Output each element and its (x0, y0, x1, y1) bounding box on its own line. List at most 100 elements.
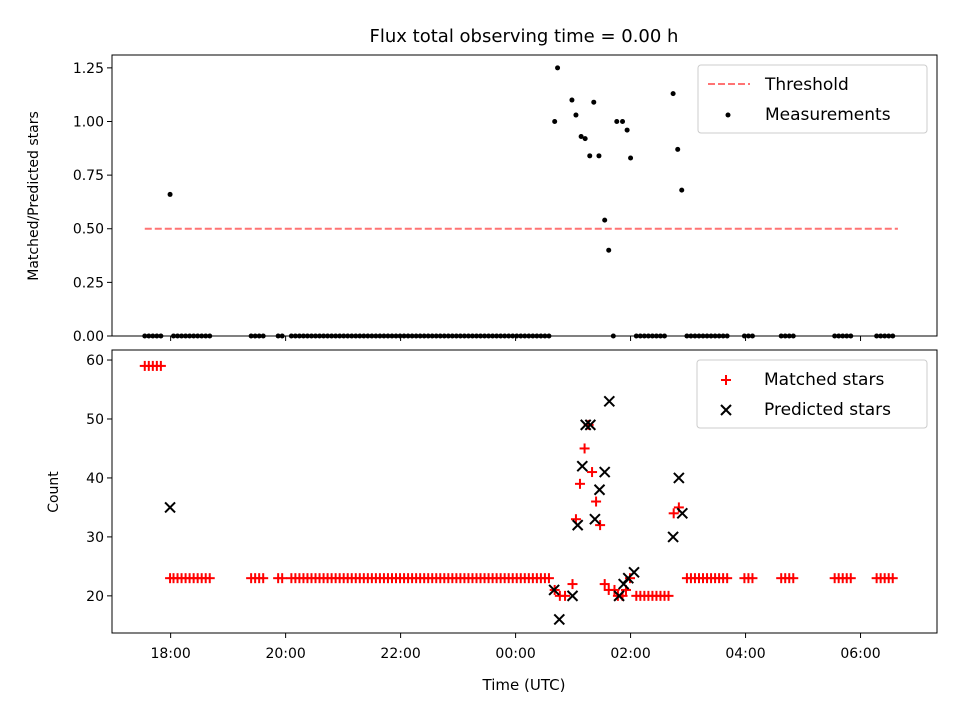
predicted-star-point (613, 590, 625, 602)
bottom-panel: Count Time (UTC) 20 30 40 50 60 18:00 20:00 22… (46, 349, 938, 694)
bottom-y-tick-label: 50 (86, 412, 104, 428)
bottom-axes-frame (111, 349, 938, 634)
measurement-point (675, 146, 681, 152)
top-y-tick-label: 0.75 (73, 168, 104, 184)
bottom-x-tick-label: 06:00 (840, 646, 880, 662)
chart-title: Flux total observing time = 0.00 h (370, 26, 679, 47)
predicted-star-point (593, 484, 606, 496)
predicted-star-point (576, 460, 588, 472)
predicted-star-point (628, 566, 640, 578)
bottom-marks (139, 360, 898, 626)
top-y-tick-label: 0.25 (73, 275, 104, 291)
measurement-point (624, 127, 630, 133)
top-y-ticks: 0.00 0.25 0.50 0.75 1.00 1.25 (73, 61, 112, 345)
predicted-star-point (164, 501, 176, 514)
measurement-point (606, 247, 612, 253)
predicted-star-point (589, 513, 601, 525)
measurement-point (670, 91, 676, 97)
matched-star-point (624, 573, 635, 584)
measurement-point (582, 136, 588, 142)
top-legend: Threshold Measurements (697, 64, 928, 134)
bottom-y-tick-label: 20 (86, 589, 104, 605)
measurement-point (602, 217, 608, 223)
bottom-x-tick-label: 20:00 (265, 646, 305, 662)
predicted-star-point (553, 613, 565, 626)
measurement-point (628, 155, 634, 161)
matched-star-point (567, 579, 578, 590)
matched-star-point (599, 579, 610, 590)
bottom-y-tick-label: 40 (86, 471, 104, 487)
measurement-point (587, 153, 593, 159)
legend-predicted-swatch (720, 404, 732, 416)
top-y-tick-label: 0.50 (73, 222, 104, 238)
matched-star-point (258, 573, 269, 584)
bottom-y-tick-label: 60 (86, 353, 104, 369)
bottom-legend: Matched stars Predicted stars (696, 359, 928, 429)
top-panel: Flux total observing time = 0.00 h Match… (26, 26, 938, 345)
measurement-point (578, 134, 584, 140)
matched-star-point (845, 573, 856, 584)
matched-star-point (663, 590, 674, 601)
matched-star-point (543, 573, 554, 584)
predicted-star-point (584, 419, 597, 431)
measurement-point (591, 99, 597, 105)
predicted-star-point (603, 395, 616, 408)
bottom-y-axis-label: Count (46, 471, 62, 513)
bottom-x-ticks: 18:00 20:00 22:00 00:00 02:00 04:00 06:00 (150, 633, 881, 662)
legend-threshold-label: Threshold (764, 75, 849, 95)
matched-star-point (579, 443, 590, 454)
legend-matched-label: Matched stars (764, 370, 884, 390)
top-axes-frame (111, 54, 938, 337)
predicted-star-point (598, 466, 611, 478)
matched-star-point (609, 584, 620, 595)
legend-predicted-label: Predicted stars (764, 400, 891, 420)
bottom-x-tick-label: 04:00 (725, 646, 765, 662)
predicted-star-point (571, 519, 584, 531)
predicted-star-point (580, 419, 592, 431)
matched-star-point (668, 508, 679, 519)
measurement-point (167, 191, 173, 197)
top-y-tick-label: 0.00 (73, 329, 104, 345)
measurement-point (596, 153, 602, 159)
measurement-point (552, 118, 558, 124)
predicted-star-point (667, 531, 679, 543)
top-y-tick-label: 1.00 (73, 114, 104, 130)
top-legend-box (697, 64, 928, 134)
legend-measurements-swatch (725, 112, 731, 118)
measurement-point (555, 65, 561, 71)
measurement-point (614, 118, 620, 124)
predicted-star-point (566, 590, 579, 602)
legend-matched-swatch (721, 375, 731, 385)
bottom-x-tick-label: 18:00 (150, 646, 190, 662)
bottom-y-tick-label: 30 (86, 530, 104, 546)
bottom-x-tick-label: 02:00 (610, 646, 650, 662)
measurement-point (573, 112, 579, 118)
predicted-star-point (673, 472, 685, 484)
matched-star-point (574, 478, 585, 489)
bottom-x-tick-label: 00:00 (495, 646, 535, 662)
measurement-point (569, 97, 575, 103)
top-y-tick-label: 1.25 (73, 61, 104, 77)
bottom-legend-box (696, 359, 928, 429)
matched-star-point (788, 573, 799, 584)
matched-star-point (591, 496, 602, 507)
predicted-star-point (676, 507, 689, 520)
top-y-axis-label: Matched/Predicted stars (26, 111, 42, 281)
matched-star-point (155, 360, 166, 371)
matched-star-point (204, 573, 215, 584)
bottom-x-axis-label: Time (UTC) (482, 676, 566, 694)
matched-star-point (277, 573, 288, 584)
matched-star-point (560, 590, 571, 601)
bottom-y-ticks: 20 30 40 50 60 (86, 353, 112, 605)
matched-star-point (587, 467, 598, 478)
measurement-point (679, 187, 685, 193)
matched-star-point (747, 573, 758, 584)
matched-star-point (722, 573, 733, 584)
bottom-x-tick-label: 22:00 (380, 646, 420, 662)
predicted-star-point (548, 584, 560, 596)
matched-star-point (595, 520, 606, 531)
measurement-point (620, 118, 626, 124)
legend-measurements-label: Measurements (765, 105, 891, 125)
matched-star-point (887, 573, 898, 584)
